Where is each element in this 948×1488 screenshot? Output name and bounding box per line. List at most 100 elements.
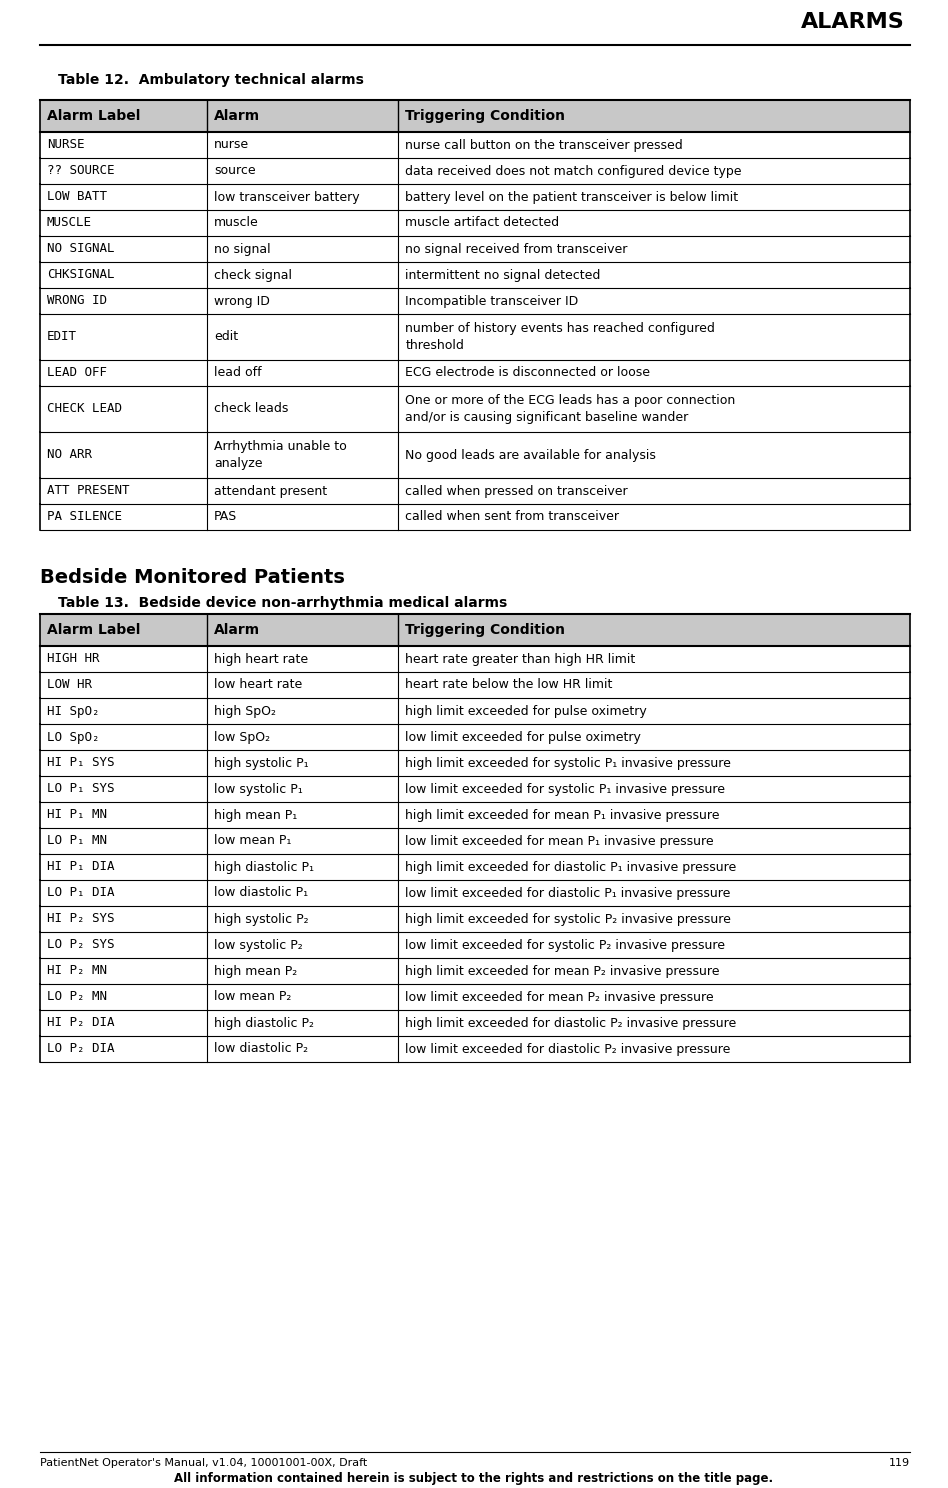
Text: muscle artifact detected: muscle artifact detected [406, 216, 559, 229]
Text: HI P₁ SYS: HI P₁ SYS [47, 756, 115, 769]
Text: low diastolic P₂: low diastolic P₂ [214, 1043, 308, 1055]
Text: ECG electrode is disconnected or loose: ECG electrode is disconnected or loose [406, 366, 650, 379]
Text: NO ARR: NO ARR [47, 448, 92, 461]
Text: HI P₂ DIA: HI P₂ DIA [47, 1016, 115, 1030]
Text: muscle: muscle [214, 216, 259, 229]
Bar [40, 777, 910, 802]
Text: low limit exceeded for diastolic P₂ invasive pressure: low limit exceeded for diastolic P₂ inva… [406, 1043, 731, 1055]
Text: no signal: no signal [214, 243, 271, 256]
Text: LO SpO₂: LO SpO₂ [47, 731, 100, 744]
Text: high systolic P₂: high systolic P₂ [214, 912, 309, 926]
Text: heart rate below the low HR limit: heart rate below the low HR limit [406, 679, 612, 692]
Text: low diastolic P₁: low diastolic P₁ [214, 887, 308, 900]
Bar [40, 289, 910, 314]
Text: high limit exceeded for pulse oximetry: high limit exceeded for pulse oximetry [406, 704, 647, 717]
Text: HI P₁ DIA: HI P₁ DIA [47, 860, 115, 873]
Text: Incompatible transceiver ID: Incompatible transceiver ID [406, 295, 578, 308]
Text: called when pressed on transceiver: called when pressed on transceiver [406, 485, 629, 497]
Text: Bedside Monitored Patients: Bedside Monitored Patients [40, 568, 345, 586]
Text: Alarm: Alarm [214, 623, 260, 637]
Text: high mean P₁: high mean P₁ [214, 808, 298, 821]
Bar [40, 504, 910, 530]
Text: low SpO₂: low SpO₂ [214, 731, 270, 744]
Text: low limit exceeded for mean P₁ invasive pressure: low limit exceeded for mean P₁ invasive … [406, 835, 714, 848]
Bar [40, 185, 910, 210]
Text: LO P₂ MN: LO P₂ MN [47, 991, 107, 1003]
Text: Triggering Condition: Triggering Condition [406, 623, 565, 637]
Text: data received does not match configured device type: data received does not match configured … [406, 165, 742, 177]
Text: low systolic P₂: low systolic P₂ [214, 939, 302, 951]
Text: Alarm Label: Alarm Label [47, 109, 140, 124]
Text: low limit exceeded for pulse oximetry: low limit exceeded for pulse oximetry [406, 731, 641, 744]
Text: NURSE: NURSE [47, 138, 84, 152]
Text: attendant present: attendant present [214, 485, 327, 497]
Bar [40, 432, 910, 478]
Text: high diastolic P₂: high diastolic P₂ [214, 1016, 314, 1030]
Text: low systolic P₁: low systolic P₁ [214, 783, 302, 796]
Text: ?? SOURCE: ?? SOURCE [47, 165, 115, 177]
Bar [40, 1010, 910, 1036]
Text: One or more of the ECG leads has a poor connection
and/or is causing significant: One or more of the ECG leads has a poor … [406, 394, 736, 424]
Text: LEAD OFF: LEAD OFF [47, 366, 107, 379]
Text: LO P₁ MN: LO P₁ MN [47, 835, 107, 848]
Bar [40, 478, 910, 504]
Text: low limit exceeded for mean P₂ invasive pressure: low limit exceeded for mean P₂ invasive … [406, 991, 714, 1003]
Text: LO P₁ DIA: LO P₁ DIA [47, 887, 115, 900]
Bar [40, 827, 910, 854]
Bar [40, 237, 910, 262]
Bar [40, 314, 910, 360]
Bar [40, 906, 910, 931]
Text: Table 12.  Ambulatory technical alarms: Table 12. Ambulatory technical alarms [58, 73, 364, 86]
Text: edit: edit [214, 330, 238, 344]
Text: low limit exceeded for systolic P₁ invasive pressure: low limit exceeded for systolic P₁ invas… [406, 783, 725, 796]
Text: Arrhythmia unable to
analyze: Arrhythmia unable to analyze [214, 440, 347, 470]
Bar [40, 931, 910, 958]
Text: battery level on the patient transceiver is below limit: battery level on the patient transceiver… [406, 190, 738, 204]
Text: HI P₂ MN: HI P₂ MN [47, 964, 107, 978]
Text: LOW BATT: LOW BATT [47, 190, 107, 204]
Text: high limit exceeded for diastolic P₂ invasive pressure: high limit exceeded for diastolic P₂ inv… [406, 1016, 737, 1030]
Text: high limit exceeded for diastolic P₁ invasive pressure: high limit exceeded for diastolic P₁ inv… [406, 860, 737, 873]
Text: source: source [214, 165, 256, 177]
Text: low mean P₁: low mean P₁ [214, 835, 291, 848]
Text: high limit exceeded for mean P₁ invasive pressure: high limit exceeded for mean P₁ invasive… [406, 808, 720, 821]
Text: LOW HR: LOW HR [47, 679, 92, 692]
Bar [40, 646, 910, 673]
Text: Alarm Label: Alarm Label [47, 623, 140, 637]
Bar [40, 210, 910, 237]
Text: high diastolic P₁: high diastolic P₁ [214, 860, 314, 873]
Text: WRONG ID: WRONG ID [47, 295, 107, 308]
Text: intermittent no signal detected: intermittent no signal detected [406, 268, 601, 281]
Text: HI SpO₂: HI SpO₂ [47, 704, 100, 717]
Bar [40, 360, 910, 385]
Text: HIGH HR: HIGH HR [47, 653, 100, 665]
Text: LO P₁ SYS: LO P₁ SYS [47, 783, 115, 796]
Text: no signal received from transceiver: no signal received from transceiver [406, 243, 628, 256]
Text: No good leads are available for analysis: No good leads are available for analysis [406, 448, 656, 461]
Text: high limit exceeded for systolic P₁ invasive pressure: high limit exceeded for systolic P₁ inva… [406, 756, 731, 769]
Text: low heart rate: low heart rate [214, 679, 302, 692]
Text: PA SILENCE: PA SILENCE [47, 510, 122, 524]
Text: high heart rate: high heart rate [214, 653, 308, 665]
Text: low transceiver battery: low transceiver battery [214, 190, 359, 204]
Bar [40, 385, 910, 432]
Bar [40, 615, 910, 646]
Text: NO SIGNAL: NO SIGNAL [47, 243, 115, 256]
Text: low limit exceeded for systolic P₂ invasive pressure: low limit exceeded for systolic P₂ invas… [406, 939, 725, 951]
Text: high systolic P₁: high systolic P₁ [214, 756, 309, 769]
Bar [40, 879, 910, 906]
Text: Alarm: Alarm [214, 109, 260, 124]
Text: LO P₂ DIA: LO P₂ DIA [47, 1043, 115, 1055]
Text: PAS: PAS [214, 510, 237, 524]
Text: EDIT: EDIT [47, 330, 77, 344]
Bar [40, 1036, 910, 1062]
Text: MUSCLE: MUSCLE [47, 216, 92, 229]
Text: HI P₂ SYS: HI P₂ SYS [47, 912, 115, 926]
Text: ALARMS: ALARMS [801, 12, 905, 33]
Text: low limit exceeded for diastolic P₁ invasive pressure: low limit exceeded for diastolic P₁ inva… [406, 887, 731, 900]
Text: LO P₂ SYS: LO P₂ SYS [47, 939, 115, 951]
Text: nurse call button on the transceiver pressed: nurse call button on the transceiver pre… [406, 138, 684, 152]
Text: number of history events has reached configured
threshold: number of history events has reached con… [406, 321, 716, 353]
Bar [40, 750, 910, 777]
Text: Table 13.  Bedside device non-arrhythmia medical alarms: Table 13. Bedside device non-arrhythmia … [58, 597, 507, 610]
